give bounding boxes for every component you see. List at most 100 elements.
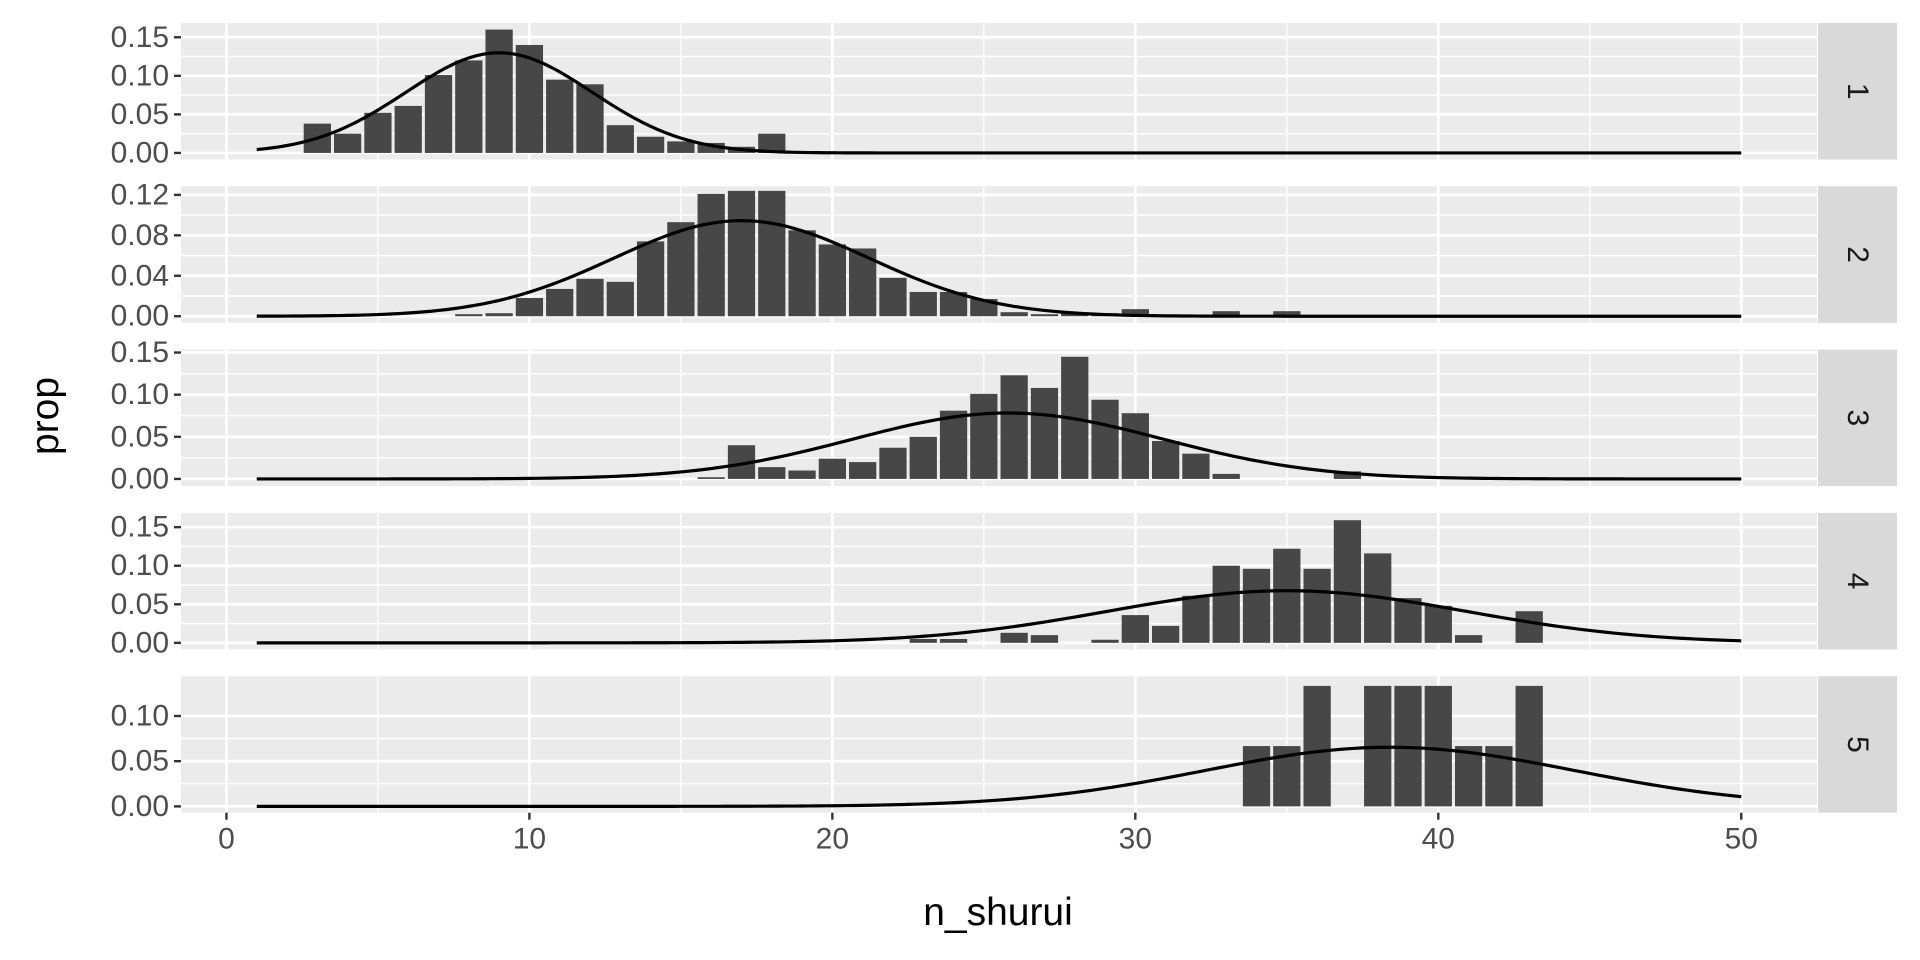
- histogram-bar: [758, 133, 786, 153]
- y-tick-label: 0.15: [111, 511, 169, 544]
- histogram-bar: [1091, 399, 1119, 479]
- histogram-bar: [1121, 615, 1149, 643]
- histogram-bar: [455, 314, 483, 317]
- y-tick-label: 0.15: [111, 336, 169, 369]
- histogram-bar: [939, 410, 968, 479]
- y-tick-label: 0.05: [111, 420, 169, 453]
- facet-panel-1: 0.00 0.05 0.10 0.15 1: [111, 21, 1897, 169]
- histogram-bar: [1182, 595, 1210, 643]
- y-tick-label: 0.08: [111, 219, 169, 252]
- x-tick-label: 40: [1422, 823, 1455, 856]
- histogram-bar: [788, 470, 816, 479]
- histogram-bar: [1212, 311, 1240, 317]
- x-axis: 0 10 20 30 40 50: [218, 812, 1758, 856]
- histogram-bar: [1424, 685, 1452, 807]
- histogram-bar: [879, 277, 907, 317]
- histogram-bar: [1030, 387, 1059, 479]
- y-tick-label: 0.15: [111, 21, 169, 54]
- x-axis-title: n_shurui: [923, 891, 1073, 934]
- facet-strip: [1818, 512, 1897, 650]
- histogram-bar: [939, 638, 968, 643]
- histogram-bar: [1394, 598, 1422, 643]
- histogram-bar: [546, 288, 574, 317]
- panel-background: [181, 676, 1817, 813]
- y-tick-label: 0.00: [111, 626, 169, 659]
- histogram-bar: [576, 84, 604, 153]
- histogram-bar: [1091, 639, 1119, 643]
- histogram-bar: [849, 462, 877, 479]
- histogram-bar: [879, 447, 907, 479]
- x-tick-label: 30: [1119, 823, 1152, 856]
- histogram-bar: [758, 467, 786, 479]
- histogram-bar: [485, 29, 513, 153]
- facet-strip: [1818, 349, 1897, 487]
- histogram-bar: [727, 190, 756, 317]
- histogram-bar: [1000, 375, 1028, 479]
- x-tick-label: 20: [816, 823, 849, 856]
- histogram-bar: [636, 136, 665, 153]
- histogram-bar: [1454, 746, 1483, 807]
- facet-panel-5: 0.00 0.05 0.10 5: [111, 676, 1897, 823]
- normal-density-curve: [256, 411, 1742, 481]
- histogram-bar: [1303, 568, 1331, 643]
- y-tick-label: 0.05: [111, 588, 169, 621]
- histogram-bar: [667, 222, 695, 317]
- histogram-bar: [1151, 441, 1180, 479]
- facet-strip-label: 5: [1841, 736, 1874, 753]
- x-tick-label: 50: [1725, 823, 1758, 856]
- y-tick-label: 0.00: [111, 300, 169, 333]
- x-tick-label: 0: [218, 823, 235, 856]
- panel-background: [181, 512, 1817, 650]
- panels-layer: 0.000.050.100.1510.000.040.080.1220.000.…: [111, 21, 1897, 823]
- histogram-bar: [394, 105, 422, 153]
- y-tick-label: 0.10: [111, 59, 169, 92]
- y-axis-title: prop: [24, 377, 67, 455]
- histogram-bar: [1303, 685, 1331, 807]
- histogram-bar: [1061, 313, 1089, 317]
- y-tick-label: 0.00: [111, 790, 169, 823]
- histogram-bar: [1273, 311, 1301, 317]
- histogram-bar: [1030, 314, 1059, 317]
- facet-panel-4: 0.00 0.05 0.10 0.15 4: [111, 511, 1897, 659]
- histogram-bar: [576, 278, 604, 317]
- histogram-bar: [1273, 548, 1301, 643]
- y-tick-label: 0.10: [111, 699, 169, 732]
- panel-background: [181, 349, 1817, 487]
- y-tick-label: 0.12: [111, 178, 169, 211]
- histogram-bar: [818, 244, 847, 317]
- y-tick-label: 0.05: [111, 98, 169, 131]
- histogram-bar: [909, 291, 937, 317]
- histogram-bar: [424, 75, 453, 153]
- histogram-bar: [1333, 520, 1362, 643]
- facet-panel-2: 0.00 0.04 0.08 0.12 2: [111, 178, 1897, 333]
- histogram-bar: [606, 281, 634, 317]
- histogram-bar: [1454, 635, 1483, 643]
- normal-density-curve: [256, 51, 1742, 155]
- histogram-bar: [364, 112, 392, 153]
- panel-background: [181, 23, 1817, 160]
- histogram-bar: [1242, 568, 1271, 643]
- y-tick-label: 0.10: [111, 378, 169, 411]
- facet-panel-3: 0.00 0.05 0.10 0.15 3: [111, 336, 1897, 495]
- y-tick-label: 0.00: [111, 136, 169, 169]
- histogram-bar: [1424, 605, 1452, 643]
- histogram-bar: [333, 133, 362, 153]
- facet-strip-label: 4: [1841, 573, 1874, 590]
- histogram-bar: [1242, 746, 1271, 807]
- facet-strip-label: 2: [1841, 246, 1874, 263]
- histogram-bar: [546, 79, 574, 153]
- histogram-bar: [1212, 565, 1240, 643]
- histogram-bar: [667, 141, 695, 153]
- normal-density-curve: [256, 745, 1742, 808]
- histogram-bar: [1121, 309, 1149, 317]
- histogram-bar: [1212, 473, 1240, 479]
- y-tick-label: 0.00: [111, 462, 169, 495]
- histogram-bar: [788, 230, 816, 317]
- histogram-bar: [1333, 471, 1362, 479]
- histogram-bar: [1030, 635, 1059, 643]
- y-tick-label: 0.04: [111, 259, 169, 292]
- histogram-bar: [697, 142, 725, 153]
- histogram-bar: [485, 313, 513, 317]
- facet-strip: [1818, 186, 1897, 323]
